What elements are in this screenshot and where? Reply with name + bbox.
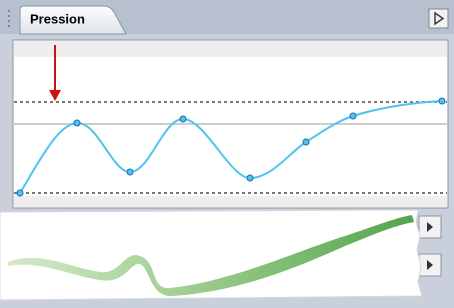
editor-bottom-band [14, 196, 447, 207]
control-point[interactable] [247, 175, 253, 181]
tab-title: Pression [30, 11, 85, 26]
control-point[interactable] [17, 190, 23, 196]
screenshot: Pression [0, 0, 454, 308]
control-point[interactable] [180, 116, 186, 122]
control-point[interactable] [74, 120, 80, 126]
control-point[interactable] [127, 169, 133, 175]
menu-button[interactable] [429, 9, 448, 28]
control-point[interactable] [350, 113, 356, 119]
control-point[interactable] [439, 98, 445, 104]
editor-top-band [14, 41, 447, 57]
pression-panel: Pression [0, 0, 454, 308]
control-point[interactable] [303, 139, 309, 145]
